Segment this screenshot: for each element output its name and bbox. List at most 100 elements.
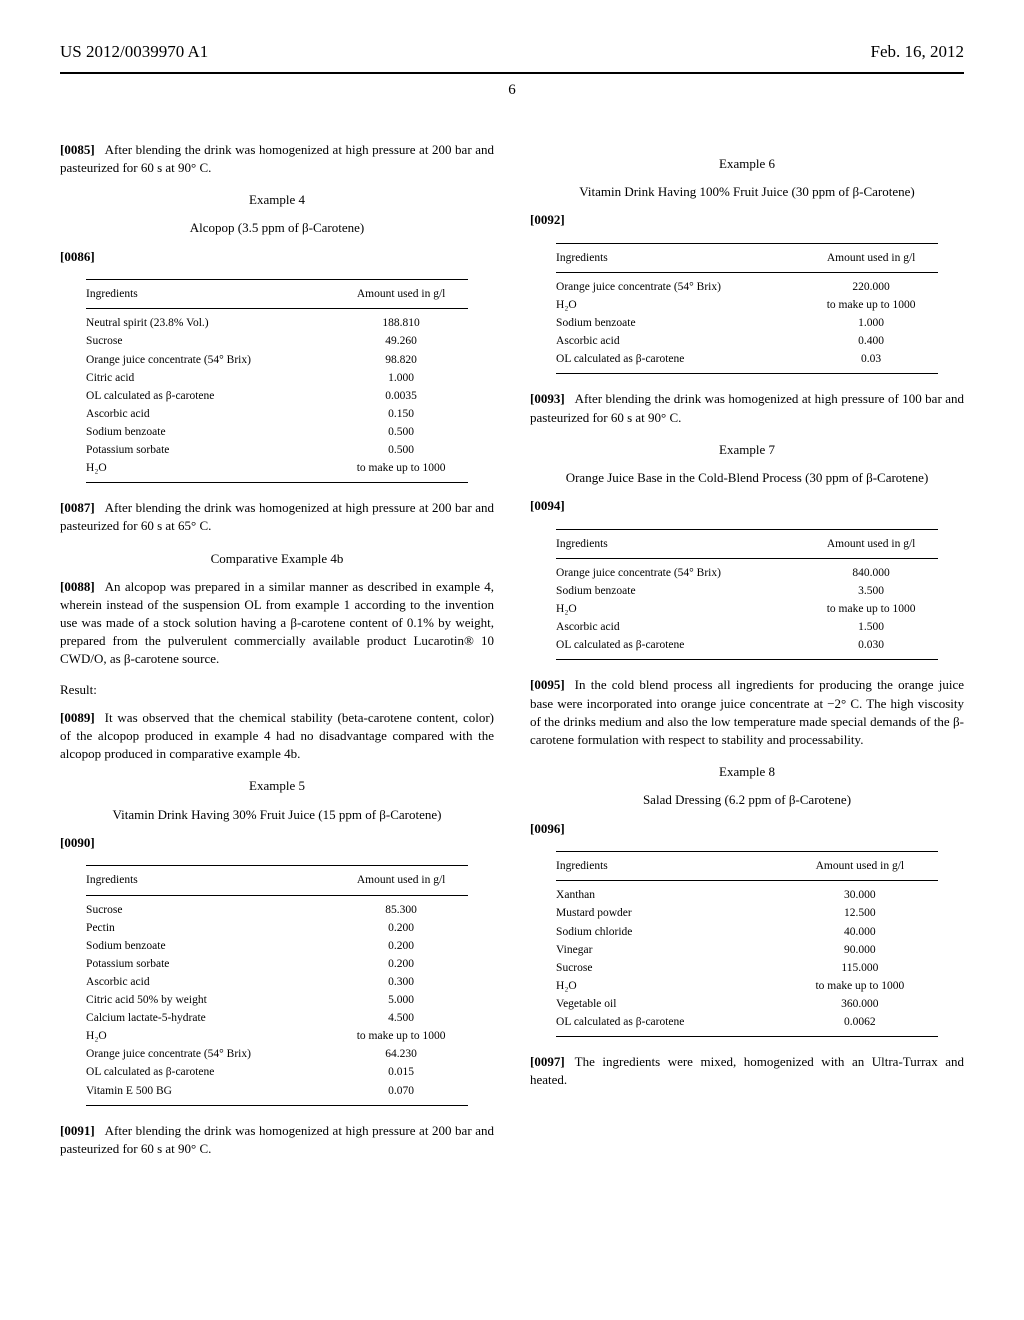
column-header: Amount used in g/l xyxy=(804,243,938,272)
table-cell: 0.500 xyxy=(334,423,468,441)
paragraph-0087: [0087]After blending the drink was homog… xyxy=(60,499,494,535)
para-text: After blending the drink was homogenized… xyxy=(60,500,494,533)
content-columns: [0085]After blending the drink was homog… xyxy=(60,141,964,1170)
table-cell: 0.200 xyxy=(334,955,468,973)
table-row: H₂Oto make up to 1000 xyxy=(86,459,468,483)
table-cell: to make up to 1000 xyxy=(804,600,938,618)
table-row: Mustard powder12.500 xyxy=(556,904,938,922)
table-cell: 64.230 xyxy=(334,1045,468,1063)
table-cell: 40.000 xyxy=(782,923,938,941)
example-6-title: Example 6 xyxy=(530,155,964,173)
table-cell: 0.0062 xyxy=(782,1013,938,1037)
table-row: Calcium lactate-5-hydrate4.500 xyxy=(86,1009,468,1027)
para-num: [0088] xyxy=(60,579,95,594)
table-cell: Potassium sorbate xyxy=(86,955,334,973)
para-text: After blending the drink was homogenized… xyxy=(530,391,964,424)
table-cell: 1.000 xyxy=(334,369,468,387)
table-cell: to make up to 1000 xyxy=(334,1027,468,1045)
table-cell: 0.150 xyxy=(334,405,468,423)
table-cell: to make up to 1000 xyxy=(334,459,468,483)
table-row: OL calculated as β-carotene0.015 xyxy=(86,1063,468,1081)
table-cell: 12.500 xyxy=(782,904,938,922)
page-header: US 2012/0039970 A1 Feb. 16, 2012 xyxy=(60,40,964,64)
para-text: After blending the drink was homogenized… xyxy=(60,1123,494,1156)
table-cell: 115.000 xyxy=(782,959,938,977)
table-cell: Potassium sorbate xyxy=(86,441,334,459)
table-cell: OL calculated as β-carotene xyxy=(86,387,334,405)
example-8-table: IngredientsAmount used in g/lXanthan30.0… xyxy=(556,850,938,1037)
result-label: Result: xyxy=(60,681,494,699)
para-num: [0091] xyxy=(60,1123,95,1138)
table-cell: 0.030 xyxy=(804,636,938,660)
paragraph-0089: [0089]It was observed that the chemical … xyxy=(60,709,494,764)
table-row: Xanthan30.000 xyxy=(556,881,938,905)
table-cell: H₂O xyxy=(556,600,804,618)
table-row: Sodium benzoate0.200 xyxy=(86,937,468,955)
table-cell: 0.300 xyxy=(334,973,468,991)
table-cell: OL calculated as β-carotene xyxy=(86,1063,334,1081)
table-cell: 5.000 xyxy=(334,991,468,1009)
para-num: [0096] xyxy=(530,821,565,836)
table-row: Neutral spirit (23.8% Vol.)188.810 xyxy=(86,309,468,333)
para-num: [0090] xyxy=(60,835,95,850)
table-cell: 1.500 xyxy=(804,618,938,636)
table-row: Vegetable oil360.000 xyxy=(556,995,938,1013)
table-cell: Vegetable oil xyxy=(556,995,782,1013)
table-cell: Ascorbic acid xyxy=(556,618,804,636)
table-cell: Sodium benzoate xyxy=(86,423,334,441)
table-cell: Vinegar xyxy=(556,941,782,959)
para-num: [0089] xyxy=(60,710,95,725)
table-row: Ascorbic acid1.500 xyxy=(556,618,938,636)
column-header: Ingredients xyxy=(86,866,334,895)
table-row: OL calculated as β-carotene0.0035 xyxy=(86,387,468,405)
column-header: Amount used in g/l xyxy=(334,866,468,895)
table-row: Ascorbic acid0.150 xyxy=(86,405,468,423)
table-row: OL calculated as β-carotene0.030 xyxy=(556,636,938,660)
table-cell: Sodium benzoate xyxy=(86,937,334,955)
example-6-table: IngredientsAmount used in g/lOrange juic… xyxy=(556,241,938,374)
paragraph-0095: [0095]In the cold blend process all ingr… xyxy=(530,676,964,749)
table-cell: H₂O xyxy=(556,977,782,995)
table-cell: Pectin xyxy=(86,919,334,937)
para-text: In the cold blend process all ingredient… xyxy=(530,677,964,747)
header-left: US 2012/0039970 A1 xyxy=(60,40,208,64)
column-header: Ingredients xyxy=(556,243,804,272)
table-cell: 0.03 xyxy=(804,350,938,374)
table-row: Orange juice concentrate (54° Brix)220.0… xyxy=(556,272,938,296)
table-cell: to make up to 1000 xyxy=(782,977,938,995)
table-cell: 49.260 xyxy=(334,332,468,350)
table-row: Orange juice concentrate (54° Brix)64.23… xyxy=(86,1045,468,1063)
example-5-title: Example 5 xyxy=(60,777,494,795)
table-row: Ascorbic acid0.300 xyxy=(86,973,468,991)
table-cell: Sodium chloride xyxy=(556,923,782,941)
table-cell: Vitamin E 500 BG xyxy=(86,1082,334,1106)
paragraph-0094: [0094] xyxy=(530,497,964,515)
example-6-sub: Vitamin Drink Having 100% Fruit Juice (3… xyxy=(530,183,964,201)
table-cell: to make up to 1000 xyxy=(804,296,938,314)
table-row: H₂Oto make up to 1000 xyxy=(556,296,938,314)
table-cell: 220.000 xyxy=(804,272,938,296)
table-cell: 3.500 xyxy=(804,582,938,600)
table-row: Sodium benzoate1.000 xyxy=(556,314,938,332)
table-cell: OL calculated as β-carotene xyxy=(556,350,804,374)
paragraph-0097: [0097]The ingredients were mixed, homoge… xyxy=(530,1053,964,1089)
column-header: Ingredients xyxy=(556,529,804,558)
column-header: Amount used in g/l xyxy=(804,529,938,558)
header-right: Feb. 16, 2012 xyxy=(871,40,965,64)
table-cell: 188.810 xyxy=(334,309,468,333)
page-number: 6 xyxy=(60,80,964,101)
table-cell: OL calculated as β-carotene xyxy=(556,636,804,660)
table-row: Orange juice concentrate (54° Brix)840.0… xyxy=(556,558,938,582)
table-row: Potassium sorbate0.500 xyxy=(86,441,468,459)
table-cell: Sodium benzoate xyxy=(556,314,804,332)
para-num: [0093] xyxy=(530,391,565,406)
table-row: Sucrose115.000 xyxy=(556,959,938,977)
table-cell: Calcium lactate-5-hydrate xyxy=(86,1009,334,1027)
paragraph-0085: [0085]After blending the drink was homog… xyxy=(60,141,494,177)
table-cell: 840.000 xyxy=(804,558,938,582)
paragraph-0092: [0092] xyxy=(530,211,964,229)
table-row: Potassium sorbate0.200 xyxy=(86,955,468,973)
table-cell: H₂O xyxy=(86,459,334,483)
comparative-4b-title: Comparative Example 4b xyxy=(60,550,494,568)
para-num: [0095] xyxy=(530,677,565,692)
